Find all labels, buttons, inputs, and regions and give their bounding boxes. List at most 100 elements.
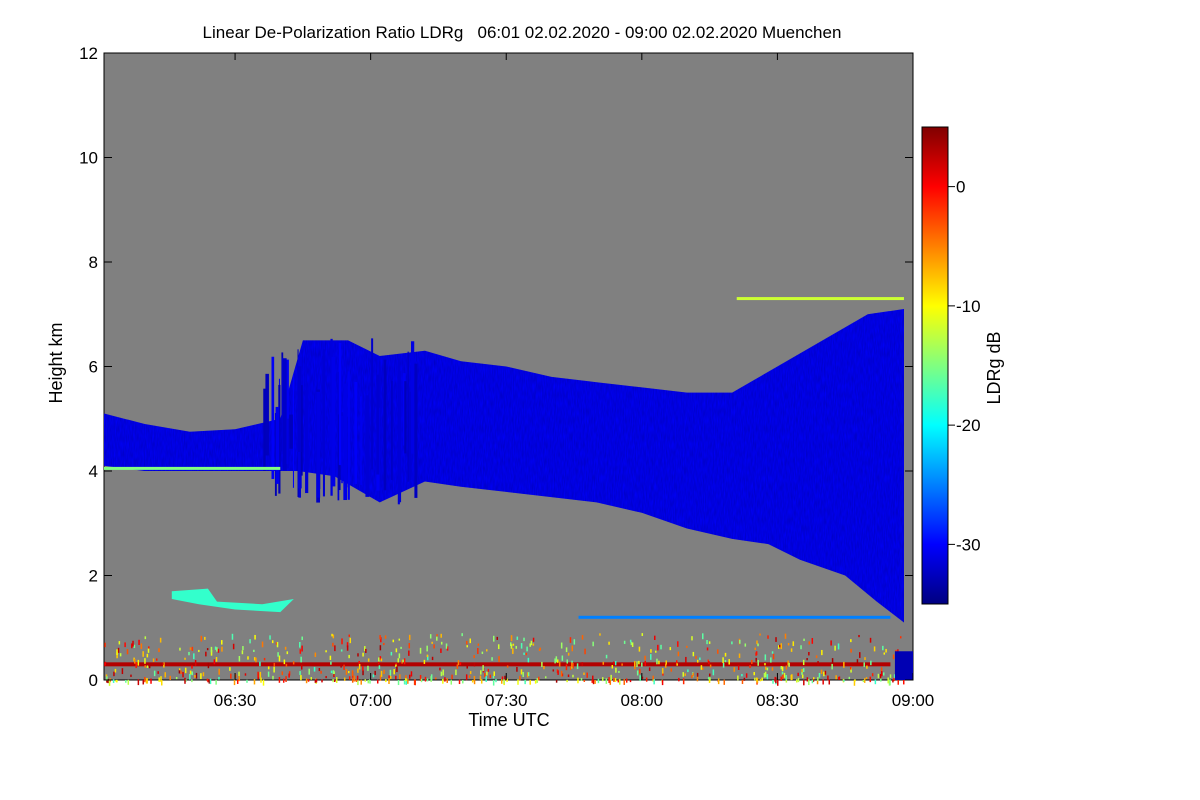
noise-pixel xyxy=(137,679,140,686)
noise-pixel xyxy=(895,649,897,653)
noise-pixel xyxy=(292,661,295,665)
noise-pixel xyxy=(617,679,620,683)
noise-pixel xyxy=(660,644,662,650)
noise-pixel xyxy=(802,659,805,666)
noise-pixel xyxy=(801,669,803,674)
noise-pixel xyxy=(267,666,270,670)
noise-pixel xyxy=(806,677,809,682)
noise-pixel xyxy=(717,678,720,685)
noise-pixel xyxy=(209,678,212,685)
noise-pixel xyxy=(696,659,699,663)
noise-pixel xyxy=(780,666,783,670)
noise-pixel xyxy=(383,669,385,674)
noise-pixel xyxy=(427,655,429,661)
noise-pixel xyxy=(355,679,358,683)
noise-pixel xyxy=(581,635,584,640)
noise-pixel xyxy=(349,637,352,644)
noise-pixel xyxy=(202,672,205,677)
cloud-base-edge xyxy=(104,466,281,470)
noise-pixel xyxy=(709,664,712,668)
noise-pixel xyxy=(175,676,178,680)
noise-pixel xyxy=(757,643,759,647)
noise-pixel xyxy=(275,642,278,645)
noise-pixel xyxy=(200,673,202,680)
noise-pixel xyxy=(469,638,472,644)
noise-pixel xyxy=(561,655,564,661)
noise-pixel xyxy=(325,650,327,653)
noise-pixel xyxy=(230,673,232,679)
noise-pixel xyxy=(512,648,514,654)
noise-pixel xyxy=(158,648,160,653)
noise-pixel xyxy=(426,654,429,658)
fall-streak xyxy=(282,358,287,471)
noise-pixel xyxy=(623,640,626,644)
noise-pixel xyxy=(821,649,823,656)
fall-streak xyxy=(271,356,275,479)
noise-pixel xyxy=(380,658,383,662)
fall-streak xyxy=(265,373,269,456)
noise-pixel xyxy=(696,672,699,677)
noise-pixel xyxy=(823,671,825,677)
noise-pixel xyxy=(456,664,459,669)
noise-pixel xyxy=(850,639,852,643)
noise-pixel xyxy=(420,678,423,683)
noise-pixel xyxy=(106,676,108,681)
noise-pixel xyxy=(138,639,140,646)
noise-pixel xyxy=(480,679,483,684)
fall-streak xyxy=(391,381,393,481)
noise-pixel xyxy=(159,637,162,643)
noise-pixel xyxy=(232,643,235,650)
y-tick-label: 12 xyxy=(79,44,98,63)
noise-pixel xyxy=(117,647,120,653)
noise-pixel xyxy=(372,674,375,678)
noise-pixel xyxy=(843,679,845,682)
noise-pixel xyxy=(849,667,852,670)
noise-pixel xyxy=(402,659,404,663)
y-tick-label: 8 xyxy=(89,253,98,272)
noise-pixel xyxy=(885,648,887,653)
noise-pixel xyxy=(775,637,777,642)
noise-pixel xyxy=(104,661,107,666)
noise-pixel xyxy=(473,675,476,682)
noise-pixel xyxy=(691,636,693,641)
noise-pixel xyxy=(613,661,615,665)
noise-pixel xyxy=(423,659,426,664)
noise-pixel xyxy=(147,648,150,653)
noise-pixel xyxy=(556,659,559,663)
noise-pixel xyxy=(489,674,491,678)
noise-pixel xyxy=(824,670,827,675)
noise-pixel xyxy=(566,659,569,664)
noise-pixel xyxy=(831,658,834,664)
noise-pixel xyxy=(364,646,366,652)
noise-pixel xyxy=(644,660,647,667)
noise-pixel xyxy=(150,678,152,684)
noise-pixel xyxy=(367,665,369,671)
noise-pixel xyxy=(897,679,900,685)
noise-pixel xyxy=(341,638,343,645)
noise-pixel xyxy=(130,674,132,677)
noise-pixel xyxy=(803,679,805,686)
noise-pixel xyxy=(238,676,241,682)
noise-pixel xyxy=(440,648,442,653)
noise-pixel xyxy=(608,641,610,645)
noise-pixel xyxy=(739,639,741,644)
noise-pixel xyxy=(332,679,334,683)
noise-pixel xyxy=(271,640,274,644)
noise-pixel xyxy=(707,659,709,662)
noise-pixel xyxy=(207,662,210,669)
noise-pixel xyxy=(524,679,526,685)
noise-pixel xyxy=(348,671,350,674)
noise-pixel xyxy=(492,679,495,686)
noise-pixel xyxy=(459,662,462,666)
fall-streak xyxy=(397,358,400,505)
fall-streak xyxy=(414,363,418,498)
fall-streak xyxy=(305,389,309,494)
noise-pixel xyxy=(367,679,370,684)
noise-pixel xyxy=(785,675,787,680)
noise-pixel xyxy=(657,644,659,651)
noise-pixel xyxy=(389,669,392,676)
noise-pixel xyxy=(487,668,490,672)
colorbar-tick-label: 0 xyxy=(956,178,965,197)
noise-pixel xyxy=(850,648,852,653)
noise-pixel xyxy=(194,660,197,666)
